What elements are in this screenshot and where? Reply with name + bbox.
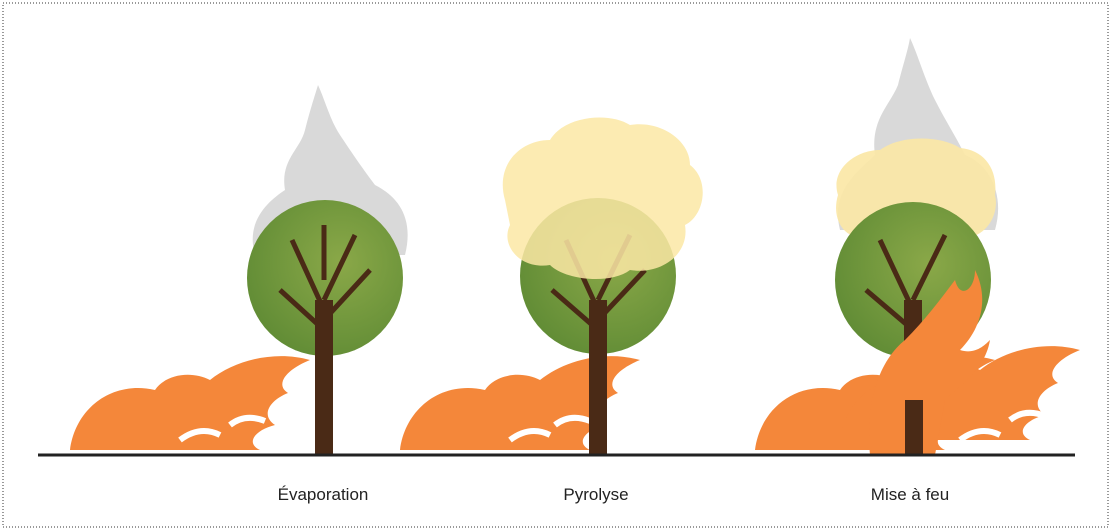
trunk (589, 300, 607, 455)
trunk-burnt (905, 400, 923, 455)
stage-label: Pyrolyse (563, 485, 628, 504)
page: Évaporation Pyrolyse Mise à feu (() => {… (0, 0, 1111, 530)
stage-pyrolyse (400, 117, 703, 455)
stage-label: Évaporation (278, 485, 369, 504)
stage-mise-a-feu (755, 38, 1080, 455)
illustration: Évaporation Pyrolyse Mise à feu (0, 0, 1111, 530)
stage-evaporation (70, 85, 408, 455)
trunk (315, 300, 333, 455)
pyrolysis-gas (503, 117, 703, 279)
stage-label: Mise à feu (871, 485, 949, 504)
